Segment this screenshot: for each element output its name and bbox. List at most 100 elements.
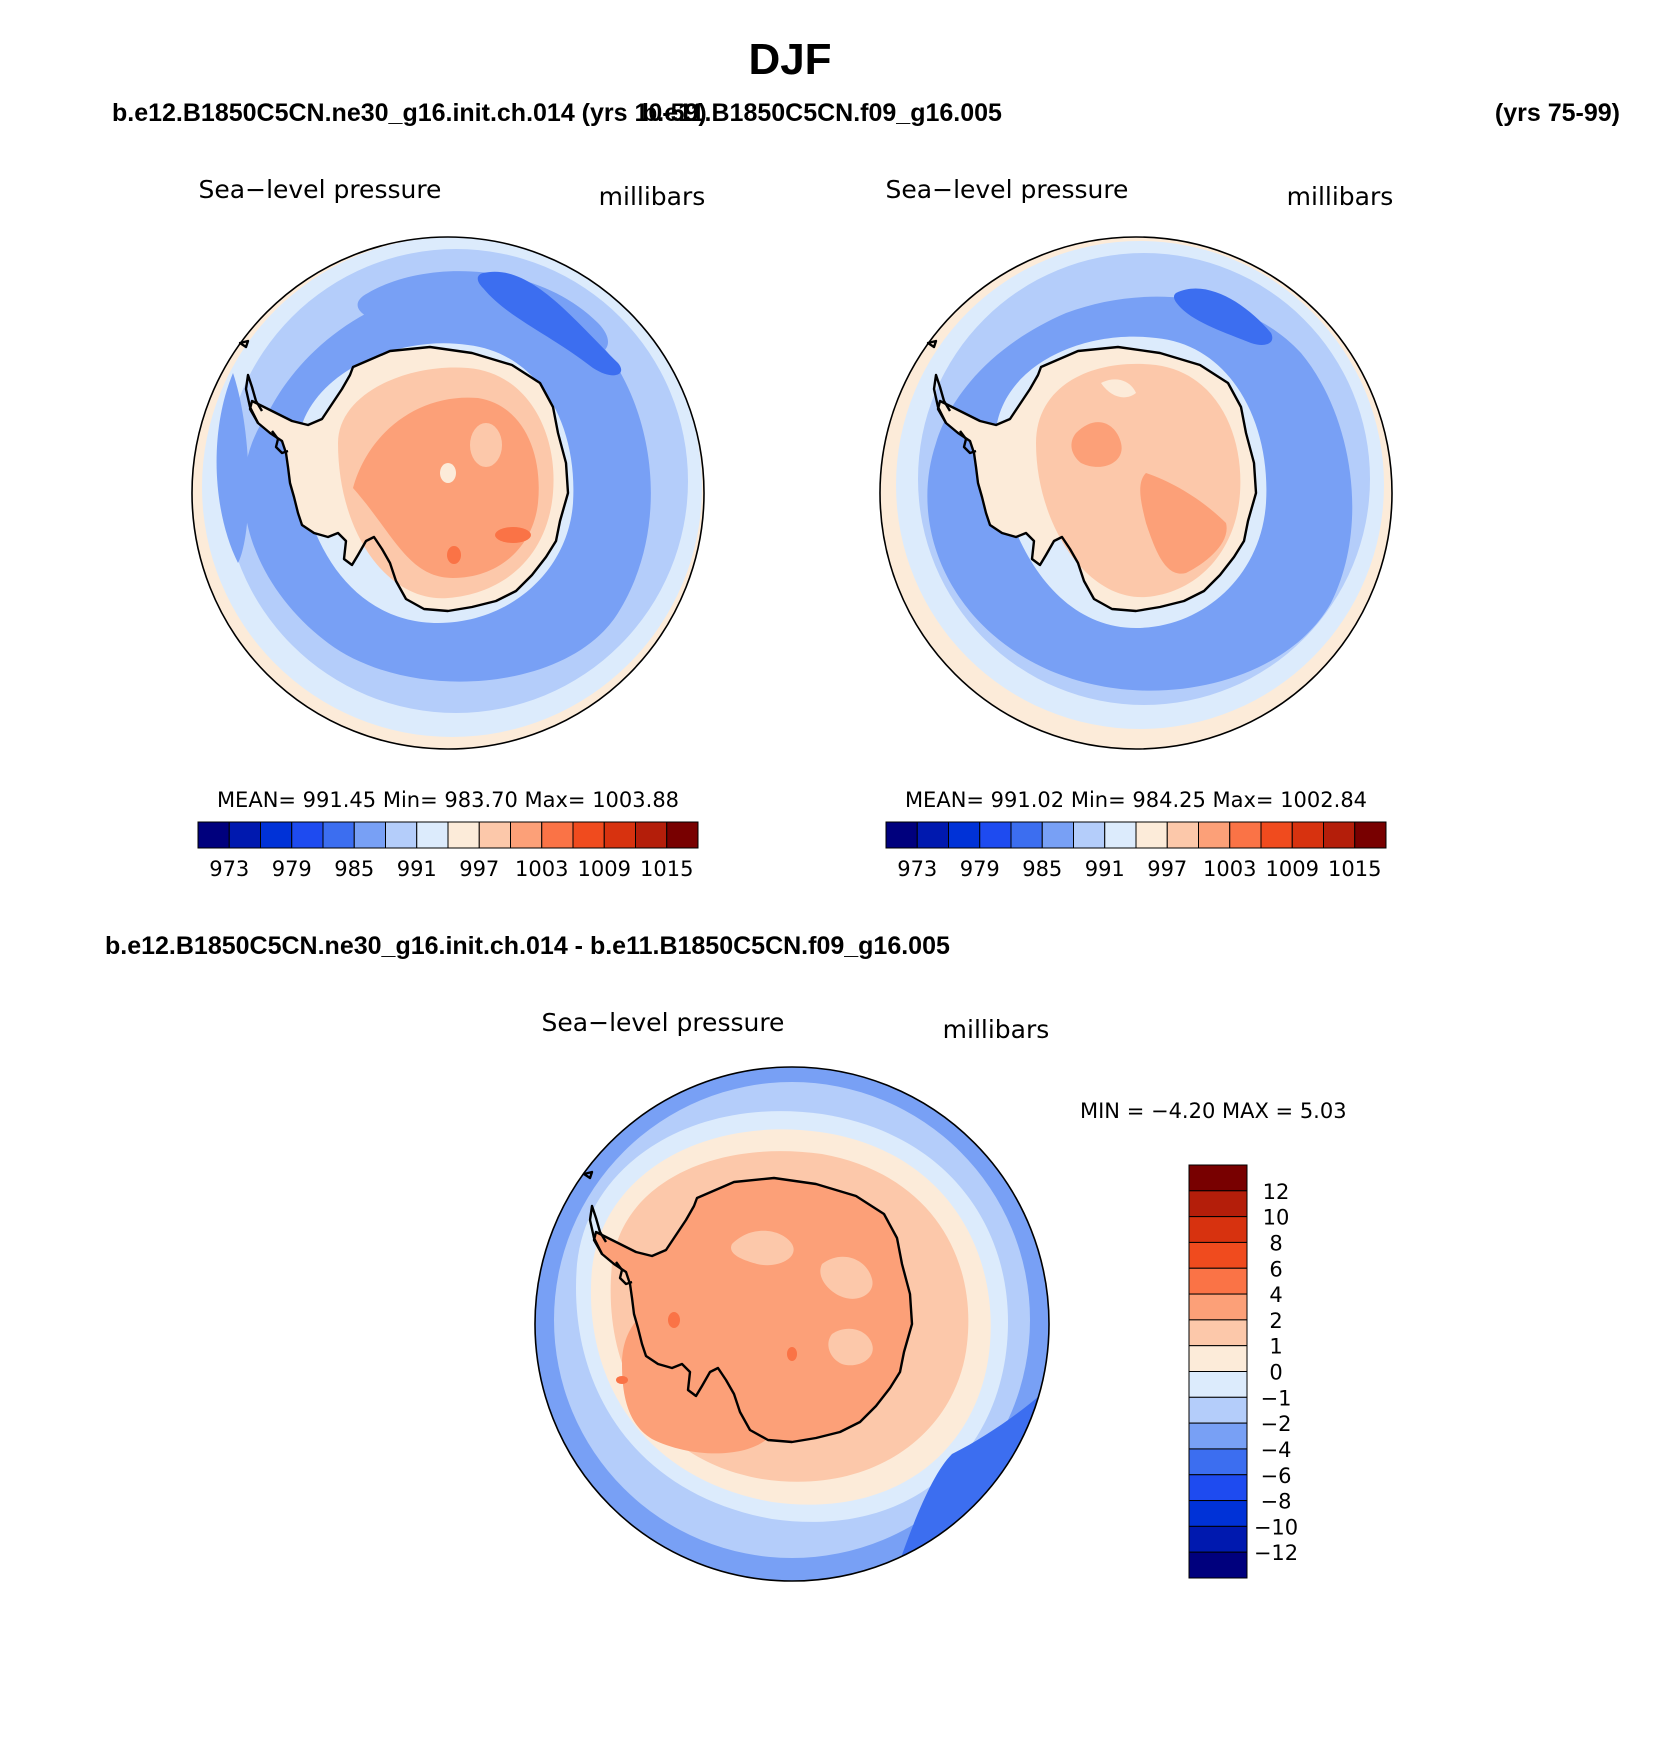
- diff-variable: Sea−level pressure: [542, 1008, 785, 1037]
- colorbar-swatch: [1188, 1345, 1248, 1372]
- colorbar-swatch: [1104, 821, 1137, 849]
- colorbar-label: −8: [1261, 1490, 1292, 1514]
- colorbar-swatch: [1188, 1216, 1248, 1243]
- colorbar-label: 985: [334, 857, 374, 881]
- panel-difference: Sea−level pressure millibars: [534, 1008, 1347, 1582]
- colorbar-swatch: [1135, 821, 1168, 849]
- colorbar-swatch: [1188, 1293, 1248, 1321]
- colorbar-swatch: [1188, 1474, 1248, 1502]
- colorbar-label: −6: [1261, 1464, 1292, 1488]
- diff-colorbar: [1188, 1164, 1248, 1579]
- colorbar-swatch: [885, 821, 918, 849]
- panel2-units: millibars: [1287, 182, 1394, 211]
- colorbar-swatch: [1188, 1500, 1248, 1527]
- colorbar-label: 10: [1263, 1206, 1290, 1230]
- colorbar-swatch: [916, 821, 949, 849]
- colorbar-swatch: [510, 821, 543, 849]
- colorbar-swatch: [1291, 821, 1324, 849]
- diff-header: b.e12.B1850C5CN.ne30_g16.init.ch.014 - b…: [105, 932, 950, 960]
- diff-stats: MIN = −4.20 MAX = 5.03: [1080, 1099, 1347, 1123]
- panel1-stats: MEAN= 991.45 Min= 983.70 Max= 1003.88: [217, 788, 679, 812]
- colorbar-swatch: [353, 821, 386, 849]
- colorbar-swatch: [1188, 1267, 1248, 1295]
- figure-title: DJF: [748, 35, 831, 84]
- colorbar-swatch: [197, 821, 230, 849]
- case1-header: b.e12.B1850C5CN.ne30_g16.init.ch.014 (yr…: [112, 99, 707, 127]
- colorbar-label: 973: [897, 857, 937, 881]
- colorbar-label: 4: [1269, 1283, 1282, 1307]
- colorbar-swatch: [1188, 1422, 1248, 1450]
- colorbar-swatch: [635, 821, 668, 849]
- panel2-colorbar-labels: 973 979 985 991 997 1003 1009 1015: [897, 857, 1381, 881]
- panel1-variable: Sea−level pressure: [199, 175, 442, 204]
- colorbar-swatch: [447, 821, 480, 849]
- colorbar-swatch: [603, 821, 636, 849]
- panel2-stats: MEAN= 991.02 Min= 984.25 Max= 1002.84: [905, 788, 1367, 812]
- colorbar-swatch: [416, 821, 449, 849]
- colorbar-swatch: [1188, 1371, 1248, 1398]
- colorbar-label: 1015: [640, 857, 693, 881]
- colorbar-swatch: [478, 821, 511, 849]
- panel2-colorbar: [885, 821, 1387, 849]
- colorbar-label: 12: [1263, 1180, 1290, 1204]
- colorbar-label: 6: [1269, 1257, 1282, 1281]
- colorbar-swatch: [291, 821, 324, 849]
- colorbar-swatch: [1198, 821, 1231, 849]
- colorbar-swatch: [1188, 1190, 1248, 1218]
- panel1-colorbar-labels: 973 979 985 991 997 1003 1009 1015: [209, 857, 693, 881]
- colorbar-label: −12: [1254, 1541, 1298, 1565]
- colorbar-swatch: [1166, 821, 1199, 849]
- colorbar-swatch: [1188, 1396, 1248, 1424]
- diff-colorbar-labels: 12 10 8 6 4 2 1 0 −1 −2 −4 −6 −8 −10 −12: [1254, 1180, 1298, 1565]
- colorbar-label: 1: [1269, 1335, 1282, 1359]
- panel1-colorbar: [197, 821, 699, 849]
- colorbar-swatch: [1323, 821, 1356, 849]
- diff-units: millibars: [943, 1015, 1050, 1044]
- colorbar-label: 991: [397, 857, 437, 881]
- colorbar-swatch: [666, 821, 699, 849]
- colorbar-swatch: [572, 821, 605, 849]
- diff-polar-map: [534, 1066, 1050, 1582]
- colorbar-swatch: [260, 821, 293, 849]
- case2-header: b.e11.B1850C5CN.f09_g16.005: [642, 99, 1002, 127]
- panel-case1: Sea−level pressure millibars: [191, 175, 706, 881]
- colorbar-label: 2: [1269, 1309, 1282, 1333]
- colorbar-swatch: [979, 821, 1012, 849]
- colorbar-swatch: [1010, 821, 1043, 849]
- colorbar-swatch: [1041, 821, 1074, 849]
- colorbar-label: 979: [960, 857, 1000, 881]
- colorbar-swatch: [228, 821, 261, 849]
- colorbar-swatch: [1073, 821, 1106, 849]
- colorbar-swatch: [1188, 1448, 1248, 1476]
- colorbar-label: 985: [1022, 857, 1062, 881]
- colorbar-label: −1: [1261, 1386, 1292, 1410]
- colorbar-label: 1015: [1328, 857, 1381, 881]
- colorbar-label: 1009: [1266, 857, 1319, 881]
- colorbar-label: 0: [1269, 1361, 1282, 1385]
- colorbar-swatch: [541, 821, 574, 849]
- panel-case2: Sea−level pressure millibars: [879, 175, 1394, 881]
- colorbar-label: 997: [459, 857, 499, 881]
- colorbar-label: −2: [1261, 1412, 1292, 1436]
- colorbar-swatch: [1188, 1525, 1248, 1553]
- colorbar-label: 991: [1085, 857, 1125, 881]
- panel1-polar-map: [191, 236, 705, 750]
- panel2-variable: Sea−level pressure: [886, 175, 1129, 204]
- colorbar-swatch: [948, 821, 981, 849]
- colorbar-label: 1009: [578, 857, 631, 881]
- colorbar-swatch: [1188, 1551, 1248, 1579]
- colorbar-label: 1003: [515, 857, 568, 881]
- colorbar-swatch: [1188, 1319, 1248, 1347]
- case2-years: (yrs 75-99): [1495, 99, 1620, 127]
- colorbar-swatch: [1354, 821, 1387, 849]
- colorbar-label: 8: [1269, 1231, 1282, 1255]
- colorbar-label: −10: [1254, 1515, 1298, 1539]
- colorbar-label: −4: [1261, 1438, 1292, 1462]
- colorbar-label: 997: [1147, 857, 1187, 881]
- colorbar-swatch: [1188, 1241, 1248, 1269]
- panel2-polar-map: [879, 236, 1393, 750]
- colorbar-swatch: [322, 821, 355, 849]
- panel1-units: millibars: [599, 182, 706, 211]
- colorbar-swatch: [1188, 1164, 1248, 1192]
- colorbar-swatch: [1229, 821, 1262, 849]
